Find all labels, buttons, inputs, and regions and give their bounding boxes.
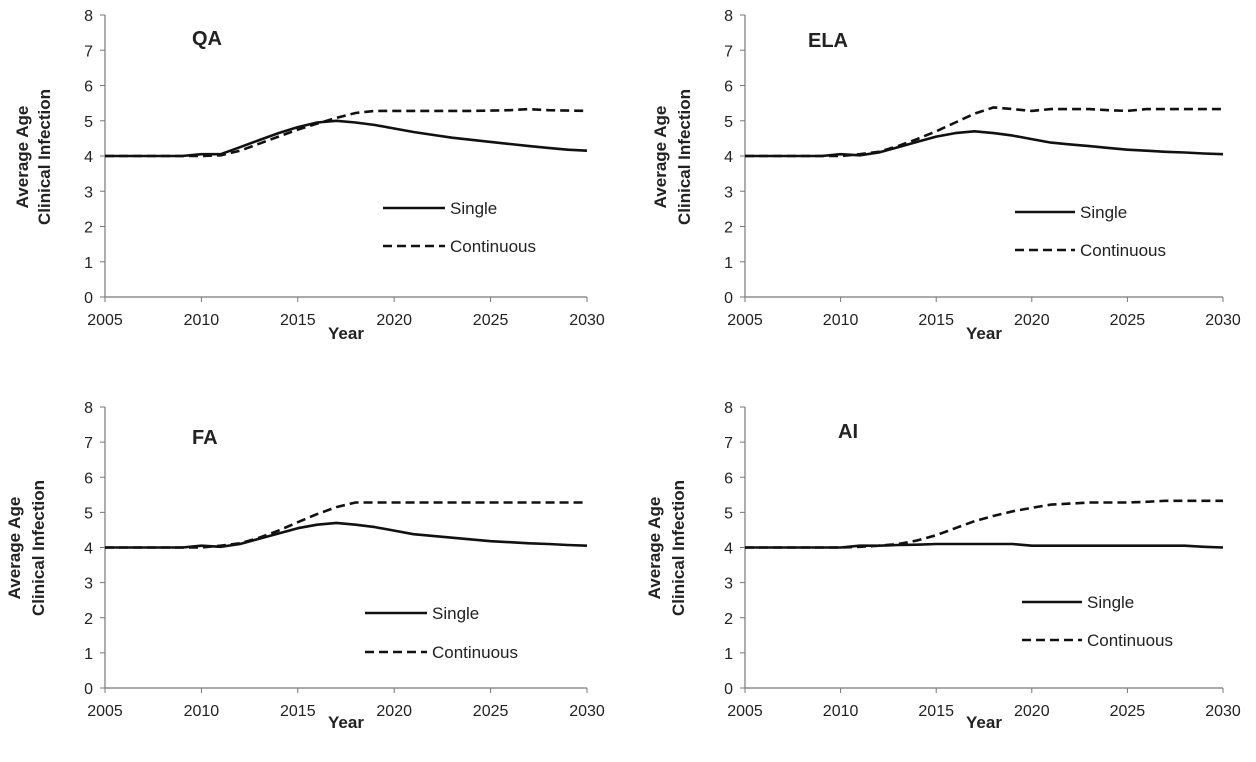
- series-line-continuous: [105, 107, 588, 158]
- y-tick-label: 0: [724, 290, 733, 307]
- x-tick-label: 2020: [376, 703, 412, 720]
- series-line-single: [105, 521, 588, 549]
- x-tick-label: 2030: [569, 312, 605, 329]
- panel-title: QA: [192, 28, 222, 50]
- panel-fa: 0 1 2 3 4 5 6 7 8 2005 2010 2015 2020 2025 2030 Year Ave…: [5, 400, 605, 732]
- x-tick-label: 2005: [87, 703, 123, 720]
- legend-label-continuous: Continuous: [432, 643, 518, 662]
- y-tick-label: 5: [724, 505, 733, 522]
- y-tick-label: 2: [724, 611, 733, 628]
- legend-label-continuous: Continuous: [1080, 241, 1166, 260]
- y-tick-label: 6: [84, 79, 93, 96]
- x-tick-label: 2010: [823, 703, 859, 720]
- y-axis-label: Average Age: [645, 497, 664, 600]
- x-axis-label: Year: [966, 713, 1002, 732]
- y-axis-label: Average Age: [5, 497, 24, 600]
- y-axis-label: Average Age: [13, 106, 32, 209]
- x-axis-label: Year: [966, 324, 1002, 343]
- y-tick-label: 4: [724, 541, 733, 558]
- panel-qa: 0 1 2 3 4 5 6 7 8 2005 2010 2015 2020 2025 2030 Year Ave…: [13, 8, 605, 343]
- x-tick-label: 2030: [1205, 312, 1241, 329]
- legend-label-single: Single: [432, 604, 479, 623]
- y-tick-label: 3: [84, 576, 93, 593]
- y-tick-label: 7: [84, 435, 93, 452]
- series-line-continuous: [105, 501, 587, 549]
- y-axis-label: Clinical Infection: [675, 89, 694, 225]
- y-tick-label: 5: [84, 114, 93, 131]
- y-tick-label: 0: [724, 681, 733, 698]
- x-tick-label: 2030: [569, 703, 605, 720]
- legend-label-single: Single: [450, 199, 497, 218]
- y-tick-label: 3: [724, 576, 733, 593]
- y-tick-label: 7: [84, 43, 93, 60]
- x-tick-label: 2010: [184, 312, 220, 329]
- x-tick-label: 2030: [1205, 703, 1241, 720]
- x-tick-label: 2025: [473, 703, 509, 720]
- x-tick-label: 2020: [376, 312, 412, 329]
- y-tick-label: 6: [724, 470, 733, 487]
- y-tick-label: 2: [724, 220, 733, 237]
- y-tick-label: 7: [724, 435, 733, 452]
- series-line-single: [105, 119, 588, 158]
- y-tick-label: 0: [84, 681, 93, 698]
- legend-label-single: Single: [1080, 203, 1127, 222]
- y-tick-label: 8: [84, 8, 93, 25]
- y-tick-label: 3: [84, 184, 93, 201]
- panel-ai: 0 1 2 3 4 5 6 7 8 2005 2010 2015 2020 2025 2030 Year Ave…: [645, 400, 1241, 732]
- y-tick-label: 0: [84, 290, 93, 307]
- y-axis-label: Clinical Infection: [29, 480, 48, 616]
- y-tick-label: 6: [724, 79, 733, 96]
- x-tick-label: 2010: [184, 703, 220, 720]
- y-axis-label: Clinical Infection: [35, 89, 54, 225]
- x-tick-label: 2025: [1110, 703, 1146, 720]
- x-tick-label: 2010: [823, 312, 859, 329]
- x-tick-label: 2005: [727, 312, 763, 329]
- y-tick-label: 4: [724, 149, 733, 166]
- legend-label-continuous: Continuous: [450, 237, 536, 256]
- x-tick-label: 2015: [918, 703, 954, 720]
- x-tick-label: 2015: [918, 312, 954, 329]
- y-tick-label: 8: [724, 8, 733, 25]
- series-line-continuous: [745, 499, 1223, 549]
- legend-label-single: Single: [1087, 593, 1134, 612]
- y-tick-label: 4: [84, 149, 93, 166]
- y-axis-label: Clinical Infection: [669, 480, 688, 616]
- x-tick-label: 2015: [280, 312, 316, 329]
- legend-label-continuous: Continuous: [1087, 631, 1173, 650]
- y-tick-label: 1: [724, 646, 733, 663]
- y-axis-label: Average Age: [651, 106, 670, 209]
- x-tick-label: 2020: [1014, 703, 1050, 720]
- panel-title: AI: [838, 421, 858, 443]
- x-tick-label: 2015: [280, 703, 316, 720]
- x-tick-label: 2020: [1014, 312, 1050, 329]
- y-tick-label: 4: [84, 541, 93, 558]
- y-tick-label: 6: [84, 470, 93, 487]
- series-line-continuous: [745, 106, 1223, 158]
- x-tick-label: 2005: [727, 703, 763, 720]
- panel-ela: 0 1 2 3 4 5 6 7 8 2005 2010 2015 2020 2025 2030 Year Ave…: [651, 8, 1241, 343]
- x-tick-label: 2025: [473, 312, 509, 329]
- x-tick-label: 2005: [87, 312, 123, 329]
- y-tick-label: 8: [724, 400, 733, 417]
- x-tick-label: 2025: [1110, 312, 1146, 329]
- y-tick-label: 5: [84, 505, 93, 522]
- y-tick-label: 1: [84, 255, 93, 272]
- panel-title: ELA: [808, 30, 848, 52]
- x-axis-label: Year: [328, 713, 364, 732]
- y-tick-label: 5: [724, 114, 733, 131]
- y-tick-label: 8: [84, 400, 93, 417]
- panel-title: FA: [192, 427, 218, 449]
- y-tick-label: 1: [84, 646, 93, 663]
- series-line-single: [745, 130, 1224, 158]
- y-tick-label: 2: [84, 611, 93, 628]
- y-tick-label: 2: [84, 220, 93, 237]
- y-tick-label: 1: [724, 255, 733, 272]
- x-axis-label: Year: [328, 324, 364, 343]
- y-tick-label: 7: [724, 43, 733, 60]
- y-tick-label: 3: [724, 184, 733, 201]
